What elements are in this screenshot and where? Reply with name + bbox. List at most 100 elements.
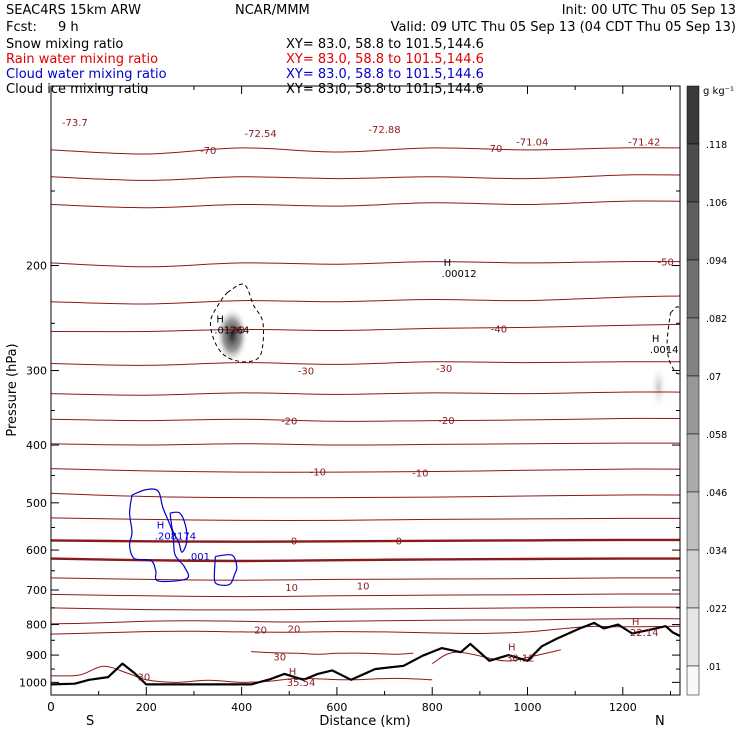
south-label: S — [86, 714, 94, 729]
x-tick-label-4: 800 — [422, 701, 443, 714]
terrain-profile — [51, 621, 680, 686]
y-tick-label-7: 900 — [26, 649, 47, 662]
colorbar-segment-7 — [686, 491, 700, 551]
x-tick-0: 0 — [47, 700, 55, 714]
temperature-label-10: -30 — [298, 367, 314, 378]
colorbar-tick-3: .082 — [706, 314, 727, 325]
colorbar-tick-4: .07 — [706, 372, 721, 383]
temperature-label-15: -10 — [412, 469, 428, 480]
colorbar-tick-8: .022 — [706, 604, 727, 615]
extremum-value-3: .208174 — [155, 531, 196, 542]
extremum-mark-0: H — [444, 258, 452, 269]
cloud-water-contours — [128, 488, 238, 586]
snow-contours — [209, 283, 680, 375]
y-tick-label-5: 700 — [26, 584, 47, 597]
colorbar-tick-1: .106 — [706, 198, 727, 209]
temperature-label-9: -40 — [491, 324, 507, 335]
snow-contour-0 — [209, 283, 265, 363]
field-name-rain: Rain water mixing ratio — [6, 52, 158, 67]
model-title: SEAC4RS 15km ARW — [6, 3, 141, 18]
temperature-label-19: 10 — [357, 582, 370, 593]
extremum-value-6: 30.12 — [506, 654, 535, 665]
extremum-mark-2: H — [652, 334, 660, 345]
terrain-line — [51, 621, 680, 686]
temperature-contour-12 — [51, 517, 680, 521]
temperature-contour-5 — [51, 323, 680, 333]
extrema-labels: H.00012H.01264H.0014H.208174.001H22.14H3… — [155, 258, 679, 689]
temperature-contour-6 — [51, 361, 680, 366]
temperature-label-18: 10 — [285, 583, 298, 594]
cloud-water-contour-2 — [169, 511, 188, 553]
x-tick-label-6: 1200 — [609, 701, 637, 714]
temperature-label-6: -71.42 — [628, 138, 660, 149]
colorbar-segment-1 — [686, 143, 700, 203]
y-tick-label-0: 200 — [26, 260, 47, 273]
temperature-contour-2 — [51, 200, 680, 209]
temperature-label-12: -20 — [281, 417, 297, 428]
colorbar-segment-9 — [686, 607, 700, 667]
temperature-label-0: -73.7 — [62, 118, 88, 129]
snow-contour-1 — [666, 306, 680, 375]
temperature-labels: -73.7 -70 -72.54 -72.88 -70 -71.04 -71.42 -50 -4… — [62, 118, 674, 683]
colorbar-segment-2 — [686, 201, 700, 261]
extremum-value-2: .0014 — [650, 345, 679, 356]
colorbar-segment-4 — [686, 317, 700, 377]
y-tick-label-2: 400 — [26, 439, 47, 452]
x-tick-label-3: 600 — [326, 701, 347, 714]
colorbar-tick-2: .094 — [706, 256, 727, 267]
field-name-snow: Snow mixing ratio — [6, 37, 123, 52]
temperature-label-20: 20 — [254, 625, 267, 636]
field-xy-snow: XY= 83.0, 58.8 to 101.5,144.6 — [286, 37, 484, 52]
field-xy-rain: XY= 83.0, 58.8 to 101.5,144.6 — [286, 52, 484, 67]
temperature-contour-22 — [251, 651, 414, 655]
field-xy-cloud-water: XY= 83.0, 58.8 to 101.5,144.6 — [286, 67, 484, 82]
temperature-contour-16 — [51, 593, 680, 598]
forecast-hour: 9 h — [58, 20, 79, 35]
temperature-contour-4 — [51, 295, 680, 305]
y-axis-label: Pressure (hPa) — [5, 343, 20, 436]
temperature-label-14: -10 — [310, 467, 326, 478]
x-tick-label-2: 400 — [231, 701, 252, 714]
extremum-value-4: .001 — [188, 552, 210, 563]
colorbar-unit: g kg⁻¹ — [703, 86, 734, 97]
y-tick-label-6: 800 — [26, 619, 47, 632]
field-legend: Snow mixing ratio XY= 83.0, 58.8 to 101.… — [6, 37, 484, 97]
temperature-label-16: 0 — [291, 536, 297, 547]
shaded-region-1 — [649, 364, 668, 411]
temperature-contour-0 — [51, 147, 680, 155]
temperature-label-13: -20 — [438, 416, 454, 427]
temperature-contour-15 — [51, 577, 680, 581]
temperature-label-1: -70 — [200, 146, 216, 157]
x-tick-label-5: 1000 — [514, 701, 542, 714]
temperature-label-4: -70 — [486, 144, 502, 155]
extremum-mark-7: H — [289, 667, 297, 678]
temperature-contour-3 — [51, 261, 680, 268]
temperature-contour-21 — [431, 649, 562, 665]
temperature-label-17: 0 — [396, 536, 402, 547]
temperature-contour-20 — [51, 665, 433, 683]
temperature-contour-17 — [51, 606, 680, 611]
shaded-mixing-ratio — [215, 307, 668, 411]
plot-frame — [50, 85, 681, 696]
x-axis-label: Distance (km) — [319, 714, 410, 729]
y-tick-label-3: 500 — [26, 497, 47, 510]
extremum-value-7: 35.54 — [287, 678, 316, 689]
temperature-contour-13 — [51, 538, 680, 543]
temperature-contour-1 — [51, 174, 680, 181]
init-time: Init: 00 UTC Thu 05 Sep 13 — [562, 3, 736, 18]
temperature-label-5: -71.04 — [516, 138, 548, 149]
extremum-value-5: 22.14 — [630, 628, 659, 639]
cloud-water-contour-0 — [128, 488, 190, 583]
temperature-contour-14 — [51, 557, 680, 563]
center-label: NCAR/MMM — [235, 3, 310, 18]
temperature-label-23: 30 — [138, 672, 151, 683]
colorbar-tick-6: .046 — [706, 488, 727, 499]
temperature-label-2: -72.54 — [245, 129, 277, 140]
forecast-label: Fcst: — [6, 20, 37, 35]
colorbar-segment-6 — [686, 433, 700, 493]
temperature-contour-7 — [51, 391, 680, 396]
y-tick-label-4: 600 — [26, 544, 47, 557]
temperature-contours — [51, 147, 680, 683]
cloud-water-contour-1 — [213, 554, 238, 586]
